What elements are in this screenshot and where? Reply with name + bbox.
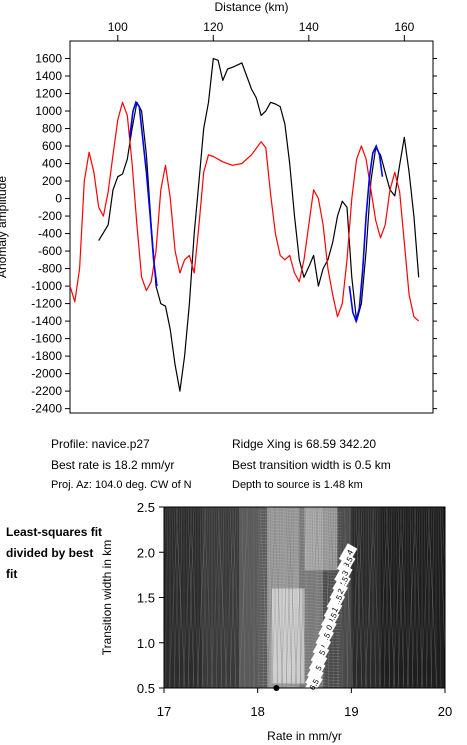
y-tick-label: 400 <box>42 157 62 171</box>
x-axis-label: Distance (km) <box>214 0 288 14</box>
y-tick-label: -1800 <box>31 349 62 363</box>
best-rate: Best rate is 18.2 mm/yr <box>51 458 175 472</box>
y-tick-label: 1.5 <box>137 591 155 606</box>
y-axis-label: Transition width in km <box>100 540 114 656</box>
y-tick-label: -1200 <box>31 297 62 311</box>
x-axis-label: Rate in mm/yr <box>267 729 342 743</box>
misfit-texture <box>164 507 445 688</box>
y-tick-label: -2200 <box>31 384 62 398</box>
y-tick-label: -400 <box>38 227 62 241</box>
fit-window-line <box>128 100 158 287</box>
model-profile-line <box>69 101 420 322</box>
x-tick-label: 100 <box>108 20 128 34</box>
projection-azimuth: Proj. Az: 104.0 deg. CW of N <box>51 479 192 491</box>
y-tick-label: 2.5 <box>137 500 155 515</box>
misfit-contour-chart: 1413.51312.51211.51110.5109.598.587.576.… <box>100 500 452 743</box>
best-transition-width: Best transition width is 0.5 km <box>232 458 391 472</box>
x-tick-label: 20 <box>438 704 452 719</box>
y-tick-label: -1600 <box>31 332 62 346</box>
y-tick-label: 1400 <box>35 69 62 83</box>
y-tick-label: -2400 <box>31 402 62 416</box>
anomaly-profile-chart: 100 120 140 160 1600 1400 1200 1000 800 600 400 200… <box>0 0 437 416</box>
x-tick-label: 120 <box>203 20 223 34</box>
y-tick-label: 1000 <box>35 104 62 118</box>
y-tick-label: 0 <box>55 192 62 206</box>
observed-profile-line <box>98 57 420 392</box>
depth-to-source: Depth to source is 1.48 km <box>232 479 363 491</box>
profile-name: Profile: navice.p27 <box>51 437 150 451</box>
x-tick-label: 17 <box>157 704 171 719</box>
y-tick-label: 800 <box>42 122 62 136</box>
y-axis-label: Anomaly amplitude <box>0 176 9 278</box>
misfit-description: Least-squares fit divided by best fit <box>6 525 103 581</box>
y-tick-label: -800 <box>38 262 62 276</box>
y-tick-label: -1400 <box>31 314 62 328</box>
y-tick-label: 200 <box>42 174 62 188</box>
x-tick-label: 160 <box>394 20 414 34</box>
y-tick-label: 1200 <box>35 87 62 101</box>
y-tick-label: 600 <box>42 139 62 153</box>
y-tick-label: 1600 <box>35 52 62 66</box>
y-tick-label: -200 <box>38 209 62 223</box>
y-tick-label: -2000 <box>31 367 62 381</box>
x-tick-label: 19 <box>344 704 358 719</box>
plot-frame <box>69 40 434 414</box>
y-tick-label: 1.0 <box>137 636 155 651</box>
y-tick-label: 0.5 <box>137 681 155 696</box>
contour-label-box <box>304 673 323 695</box>
y-tick-label: 2.0 <box>137 545 155 560</box>
x-tick-label: 140 <box>299 20 319 34</box>
x-tick-label: 18 <box>250 704 264 719</box>
y-tick-label: -1000 <box>31 279 62 293</box>
y-tick-label: -600 <box>38 244 62 258</box>
ridge-crossing: Ridge Xing is 68.59 342.20 <box>232 437 377 451</box>
fit-window-line <box>348 143 384 324</box>
